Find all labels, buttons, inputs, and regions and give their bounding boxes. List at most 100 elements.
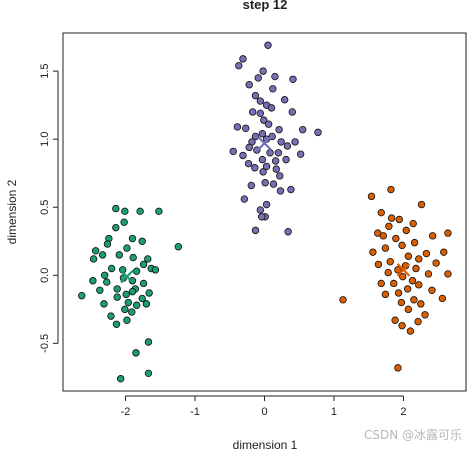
cluster-2-point: [269, 180, 278, 188]
cluster-1-point: [123, 316, 131, 324]
cluster-2-point: [271, 72, 279, 81]
cluster-3-point: [398, 321, 406, 330]
cluster-1-point: [107, 312, 115, 320]
cluster-3-point: [440, 248, 448, 256]
cluster-2-point: [262, 200, 271, 209]
cluster-1-point: [144, 369, 153, 378]
cluster-3-point: [377, 279, 385, 288]
cluster-1-point: [107, 264, 116, 273]
cluster-2-point: [259, 168, 267, 176]
cluster-1-point: [129, 253, 137, 262]
y-axis-label: dimension 2: [5, 179, 19, 244]
x-tick-label: -1: [190, 406, 200, 418]
x-axis-label: dimension 1: [233, 438, 298, 452]
cluster-1-point: [139, 260, 148, 269]
cluster-3-point: [421, 311, 429, 319]
cluster-2-point: [242, 124, 250, 132]
cluster-1-point: [155, 207, 163, 216]
cluster-2-point: [276, 172, 284, 180]
cluster-1-point: [144, 255, 152, 263]
cluster-3-point: [394, 364, 402, 372]
cluster-2-point: [235, 61, 243, 70]
cluster-1-point: [151, 266, 160, 274]
cluster-1-point: [112, 320, 121, 329]
cluster-2-point: [256, 97, 265, 105]
cluster-2-point: [296, 150, 305, 158]
cluster-3-point: [369, 248, 377, 256]
cluster-3-point: [395, 215, 403, 224]
cluster-1-point: [122, 290, 130, 299]
cluster-2-point: [256, 109, 265, 118]
cluster-1-point: [132, 349, 140, 357]
y-tick-label: -0.5: [39, 334, 51, 353]
cluster-1-point: [91, 247, 100, 255]
cluster-2-point: [284, 228, 292, 236]
cluster-2-point: [259, 67, 267, 75]
cluster-3-point: [403, 285, 412, 293]
cluster-3-point: [414, 317, 422, 326]
cluster-1-point: [98, 251, 107, 259]
cluster-2-point: [244, 159, 253, 168]
cluster-1-point: [116, 375, 125, 383]
cluster-1-point: [128, 234, 137, 243]
cluster-2-point: [262, 162, 271, 171]
cluster-3-point: [387, 185, 395, 194]
cluster-3-point: [408, 277, 417, 285]
y-tick-label: 1.5: [39, 63, 51, 78]
cluster-2-point: [240, 195, 249, 203]
cluster-1-point: [115, 251, 123, 259]
cluster-3-point: [417, 300, 425, 308]
centroid-stroke: [396, 263, 411, 277]
cluster-2-point: [251, 91, 260, 100]
cluster-2-point: [272, 165, 281, 173]
cluster-1-point: [89, 255, 98, 263]
cluster-2-point: [239, 151, 247, 160]
cluster-2-point: [258, 155, 267, 164]
cluster-3-point: [404, 305, 413, 314]
cluster-2-point: [288, 108, 296, 116]
cluster-3-point: [379, 232, 388, 240]
cluster-3-point: [428, 232, 437, 240]
cluster-3-point: [415, 281, 423, 289]
cluster-1-point: [138, 237, 146, 245]
cluster-2-centroid-marker: [257, 136, 272, 151]
cluster-3-point: [399, 272, 407, 281]
cluster-2-point: [291, 138, 299, 146]
centroid-stroke: [257, 136, 272, 151]
cluster-3-point: [398, 241, 406, 250]
plot-frame: [62, 32, 467, 392]
cluster-2-point: [233, 123, 242, 131]
cluster-2-point: [258, 213, 266, 221]
cluster-3-point: [444, 229, 452, 237]
cluster-2-point: [251, 164, 259, 172]
x-tick-label: -2: [121, 406, 131, 418]
cluster-2-point: [282, 155, 290, 164]
cluster-2-point: [299, 125, 307, 134]
cluster-1-point: [144, 338, 153, 346]
cluster-3-point: [415, 255, 423, 263]
cluster-3-point: [391, 316, 399, 324]
cluster-2-point: [256, 206, 265, 214]
cluster-2-point: [264, 41, 272, 49]
cluster-2-point: [274, 149, 283, 157]
cluster-1-point: [89, 277, 97, 285]
cluster-1-point: [132, 267, 141, 275]
cluster-3-point: [410, 238, 419, 247]
cluster-1-point: [78, 292, 86, 300]
data-points: [78, 41, 452, 383]
cluster-1-point: [138, 294, 146, 303]
cluster-2-point: [254, 74, 262, 82]
cluster-2-point: [275, 125, 283, 134]
cluster-1-point: [145, 289, 153, 297]
x-tick-label: 0: [261, 406, 267, 418]
cluster-3-point: [377, 208, 385, 217]
y-tick-label: 1.0: [39, 132, 51, 147]
y-axis: -0.5 0.0 0.5 1.0 1.5: [39, 63, 59, 353]
cluster-2-point: [277, 138, 285, 146]
cluster-2-point: [251, 132, 260, 141]
cluster-1-point: [128, 308, 136, 316]
cluster-3-point: [402, 226, 410, 235]
cluster-3-point: [367, 192, 376, 201]
cluster-2-point: [258, 130, 267, 138]
